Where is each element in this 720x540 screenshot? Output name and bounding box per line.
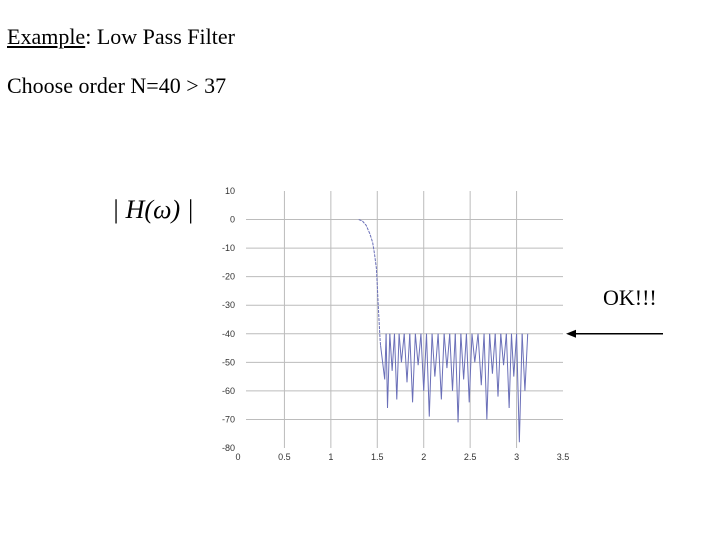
ok-annotation: OK!!! [603, 285, 657, 310]
y-tick-label: -40 [222, 329, 235, 339]
grid-lines [246, 191, 563, 448]
stopband-ripple [380, 333, 387, 380]
stopband-ripple [431, 333, 439, 377]
y-tick-label: 10 [225, 186, 235, 196]
stopband-ripple [500, 333, 507, 366]
x-tick-label: 0 [235, 452, 240, 462]
arrow-head [566, 329, 576, 338]
x-tick-label: 0.5 [278, 452, 291, 462]
heading-example: Example [7, 24, 86, 49]
order-text: Choose order N=40 > 37 [7, 73, 227, 98]
stopband-ripple [385, 333, 391, 409]
slide-heading: Example: Low Pass Filter [7, 24, 235, 50]
stopband-ripple [454, 333, 462, 423]
y-axis-label: | H(ω) | [112, 195, 194, 224]
stopband-ripple [409, 333, 416, 403]
arrow-annotation [566, 329, 663, 338]
x-tick-label: 2.5 [464, 452, 477, 462]
stopband-ripple [460, 333, 467, 380]
x-tick-label: 2 [421, 452, 426, 462]
heading-rest: : Low Pass Filter [85, 24, 235, 49]
y-tick-label: -60 [222, 386, 235, 396]
y-tick-label: 0 [230, 215, 235, 225]
response-curve [358, 219, 529, 443]
tick-labels: 0 0.5 1 1.5 2 2.5 3 3.5 10 0 -10 -20 -30 -40 -50 -60 -70… [222, 186, 569, 462]
x-tick-label: 1.5 [371, 452, 384, 462]
stopband-ripple [494, 333, 502, 397]
transition-band-line [358, 219, 382, 346]
stopband-ripple [471, 333, 479, 363]
y-tick-label: -50 [222, 357, 235, 367]
stopband-ripple [449, 333, 456, 391]
stopband-ripple [505, 333, 512, 409]
stopband-ripple [510, 333, 518, 377]
y-tick-label: -20 [222, 272, 235, 282]
stopband-ripple [403, 333, 411, 383]
y-tick-label: -70 [222, 414, 235, 424]
stopband-ripple [516, 333, 523, 443]
stopband-ripple [389, 333, 395, 371]
stopband-ripple [483, 333, 491, 420]
stopband-ripple [393, 333, 400, 400]
x-tick-label: 3.5 [557, 452, 570, 462]
stopband-ripple [426, 333, 433, 417]
stopband-ripple [521, 333, 529, 391]
x-tick-label: 3 [514, 452, 519, 462]
y-tick-label: -80 [222, 443, 235, 453]
x-tick-label: 1 [328, 452, 333, 462]
stopband-ripple [465, 333, 473, 403]
stopband-ripple [477, 333, 485, 386]
stopband-ripple [443, 333, 451, 369]
stopband-ripple [437, 333, 445, 400]
y-tick-label: -10 [222, 243, 235, 253]
y-tick-label: -30 [222, 300, 235, 310]
stopband-ripple [398, 333, 405, 363]
stopband-ripple [414, 333, 422, 366]
stopband-ripple [489, 333, 496, 374]
stopband-ripple [420, 333, 427, 391]
